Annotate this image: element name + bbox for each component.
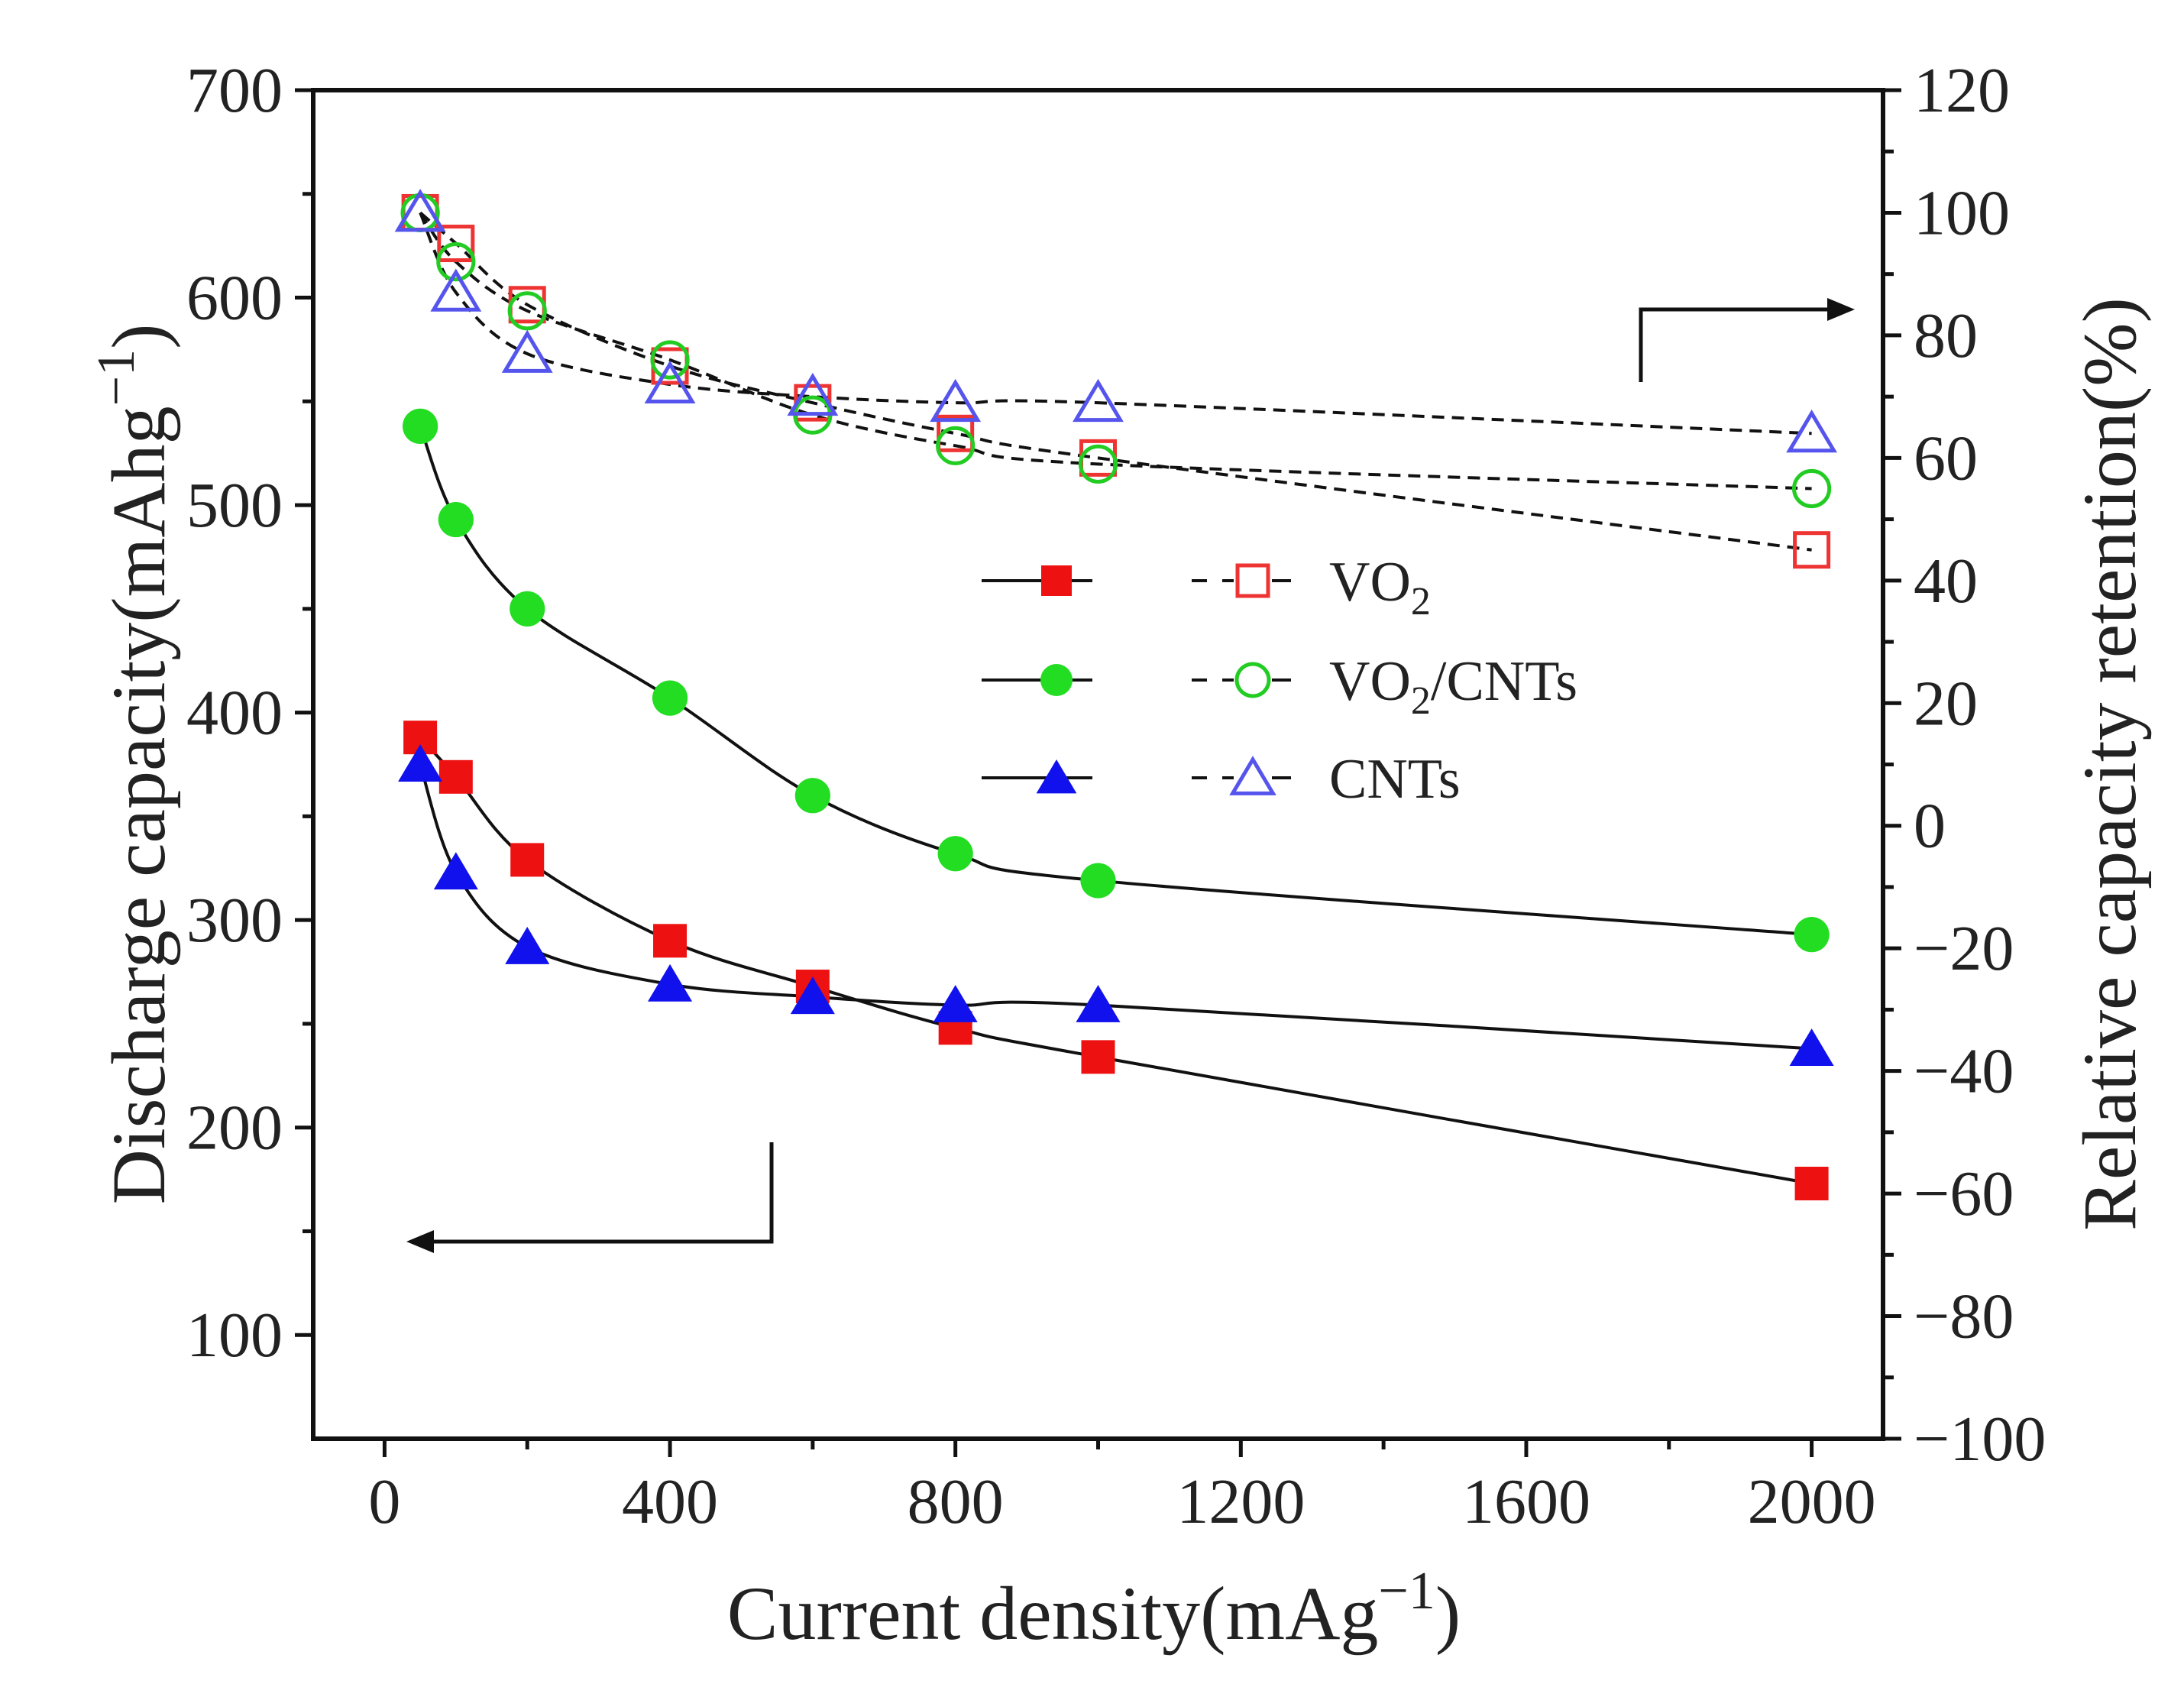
data-point-5-6 bbox=[1073, 378, 1124, 423]
legend-label: VO2 bbox=[1329, 551, 1431, 623]
data-point-4-6 bbox=[1078, 444, 1118, 484]
y-axis-right-title: Relative capacity retention(%) bbox=[2067, 297, 2152, 1231]
right-axis-arrowhead bbox=[1827, 298, 1855, 321]
data-point-4-3 bbox=[650, 340, 690, 380]
data-point-3-7 bbox=[1793, 531, 1831, 569]
x-tick-label: 1200 bbox=[1176, 1466, 1305, 1537]
annotation-arrows bbox=[406, 298, 1855, 1253]
y-right-tick-label: 20 bbox=[1914, 668, 1978, 739]
series-markers bbox=[394, 189, 1838, 1201]
data-point-1-2 bbox=[510, 591, 545, 627]
y-right-tick-label: 0 bbox=[1914, 791, 1946, 862]
y-right-tick-label: 40 bbox=[1914, 546, 1978, 617]
y-right-tick-label: −60 bbox=[1914, 1158, 2014, 1229]
data-point-0-1 bbox=[438, 759, 473, 794]
y-left-tick-label: 600 bbox=[186, 263, 283, 334]
legend-label-main: CNTs bbox=[1329, 748, 1461, 811]
series-lines bbox=[419, 211, 1812, 1185]
data-point-5-3 bbox=[644, 360, 696, 404]
y-axis-left-title: Discharge capacity(mAhg−1) bbox=[87, 324, 181, 1205]
plot-area bbox=[311, 88, 1885, 1441]
x-tick-label: 2000 bbox=[1748, 1466, 1876, 1537]
data-point-5-4 bbox=[787, 372, 839, 416]
x-tick-label: 1600 bbox=[1462, 1466, 1590, 1537]
y-left-tick-label: 400 bbox=[186, 678, 283, 749]
data-point-5-5 bbox=[930, 378, 982, 423]
y-left-tick-label: 500 bbox=[186, 470, 283, 541]
data-point-0-3 bbox=[653, 924, 688, 958]
series-line-5 bbox=[419, 212, 1812, 436]
data-point-2-6 bbox=[1076, 985, 1121, 1022]
legend-filled-marker bbox=[1040, 664, 1073, 696]
y-right-tick-label: −40 bbox=[1914, 1036, 2014, 1107]
series-line-1 bbox=[419, 426, 1812, 937]
data-point-1-6 bbox=[1080, 863, 1116, 899]
data-point-0-6 bbox=[1081, 1040, 1115, 1074]
data-point-1-0 bbox=[403, 408, 438, 444]
x-tick-label: 0 bbox=[368, 1466, 400, 1537]
left-axis-arrowhead bbox=[406, 1230, 434, 1253]
y-left-tick-label: 100 bbox=[186, 1300, 283, 1371]
y-left-tick-label: 700 bbox=[186, 55, 283, 126]
data-point-0-2 bbox=[510, 843, 545, 877]
left-axis-arrow bbox=[420, 1142, 774, 1244]
data-point-4-5 bbox=[936, 426, 976, 465]
y-right-tick-label: 80 bbox=[1914, 300, 1978, 371]
legend-filled-marker bbox=[1041, 565, 1072, 596]
legend-hollow-marker bbox=[1234, 662, 1271, 698]
legend-label-main: VO bbox=[1329, 650, 1411, 713]
data-point-2-1 bbox=[433, 852, 478, 890]
data-point-0-7 bbox=[1794, 1167, 1829, 1201]
legend-label: VO2/CNTs bbox=[1329, 650, 1577, 723]
data-point-1-1 bbox=[438, 501, 474, 538]
right-axis-arrow bbox=[1639, 307, 1841, 382]
data-point-5-2 bbox=[501, 329, 553, 373]
data-point-4-1 bbox=[436, 242, 476, 282]
data-point-4-7 bbox=[1791, 468, 1832, 509]
data-point-1-3 bbox=[652, 680, 688, 716]
y-right-tick-label: −100 bbox=[1914, 1404, 2046, 1475]
legend-hollow-marker bbox=[1235, 563, 1270, 598]
legend-filled-marker bbox=[1036, 759, 1077, 794]
legend-label: CNTs bbox=[1329, 748, 1461, 811]
x-tick-label: 400 bbox=[622, 1466, 718, 1537]
legend-label-suffix: /CNTs bbox=[1431, 650, 1577, 713]
series-line-0 bbox=[419, 736, 1812, 1185]
x-axis-title: Current density(mAg−1) bbox=[727, 1562, 1461, 1656]
legend-hollow-marker bbox=[1229, 756, 1276, 795]
data-point-3-1 bbox=[437, 225, 475, 263]
y-left-tick-label: 300 bbox=[186, 885, 283, 956]
data-point-5-0 bbox=[394, 189, 446, 232]
legend-label-main: VO bbox=[1329, 551, 1411, 614]
data-point-4-2 bbox=[507, 291, 547, 331]
y-right-tick-label: 120 bbox=[1914, 55, 2010, 126]
data-point-5-7 bbox=[1786, 409, 1838, 453]
x-tick-label: 800 bbox=[908, 1466, 1004, 1537]
data-point-2-3 bbox=[648, 963, 693, 1002]
data-point-2-4 bbox=[790, 976, 835, 1015]
data-point-1-4 bbox=[794, 778, 830, 814]
data-point-1-7 bbox=[1794, 917, 1830, 953]
ticks: 0 400 800 1200 1600 2000100200300400500600700… bbox=[186, 55, 2046, 1537]
y-right-tick-label: −20 bbox=[1914, 913, 2014, 984]
data-point-1-5 bbox=[937, 836, 973, 872]
data-point-2-0 bbox=[398, 744, 443, 782]
y-right-tick-label: 100 bbox=[1914, 177, 2010, 248]
data-point-2-5 bbox=[933, 985, 978, 1022]
legend-label-subscript: 2 bbox=[1411, 679, 1431, 723]
data-point-2-7 bbox=[1789, 1028, 1834, 1066]
y-right-tick-label: 60 bbox=[1914, 423, 1978, 494]
legend-label-subscript: 2 bbox=[1411, 580, 1431, 623]
data-point-5-1 bbox=[430, 268, 482, 312]
data-point-2-2 bbox=[505, 927, 550, 964]
series-line-2 bbox=[419, 763, 1812, 1051]
y-right-tick-label: −80 bbox=[1914, 1281, 2014, 1352]
y-left-tick-label: 200 bbox=[186, 1093, 283, 1164]
data-point-3-5 bbox=[937, 414, 975, 452]
